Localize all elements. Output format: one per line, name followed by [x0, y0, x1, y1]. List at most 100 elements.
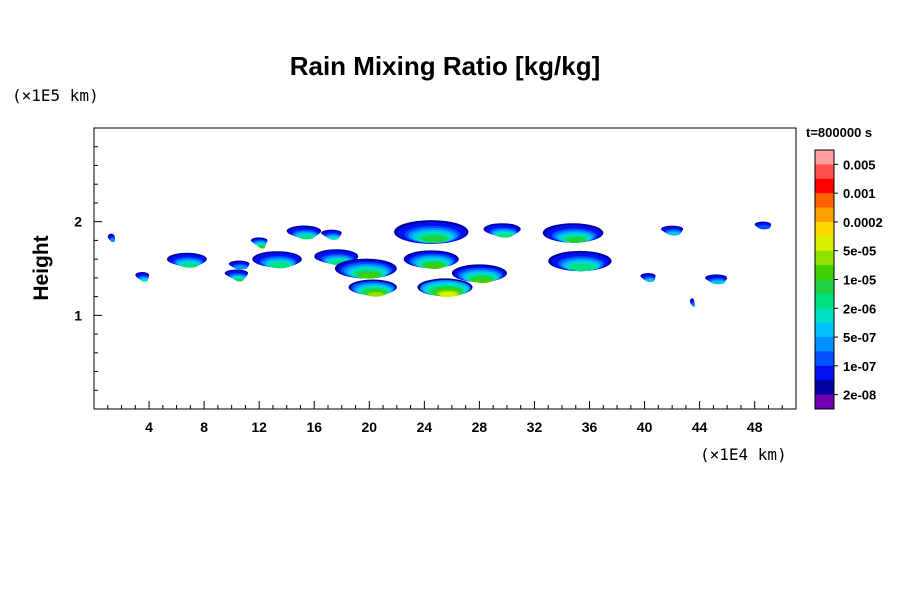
rain-cell-layer — [692, 302, 696, 307]
x-tick-label: 4 — [145, 419, 153, 435]
rain-cell — [166, 252, 207, 268]
colorbar-swatch — [815, 221, 834, 237]
plot-area: 4 8 12 16 20 24 28 32 36 40 44 48 12 — [74, 127, 797, 435]
colorbar-swatch — [815, 250, 834, 266]
rain-cell — [640, 272, 656, 283]
colorbar-label: 2e-08 — [843, 388, 876, 403]
x-tick-label: 32 — [527, 419, 543, 435]
rain-cell — [135, 272, 150, 282]
rain-cell — [417, 278, 473, 298]
rain-cell-layer — [110, 238, 116, 243]
x-axis-unit: (×1E4 km) — [700, 445, 787, 464]
rain-cell — [690, 298, 696, 307]
colorbar-swatch — [815, 394, 834, 410]
rain-cell — [334, 258, 397, 279]
colorbar-swatch — [815, 164, 834, 180]
chart-title: Rain Mixing Ratio [kg/kg] — [290, 51, 601, 81]
colorbar-swatch — [815, 380, 834, 395]
colorbar-swatch — [815, 193, 834, 208]
colorbar-label: 0.0002 — [843, 215, 883, 230]
colorbar-label: 5e-05 — [843, 244, 876, 259]
x-tick-label: 28 — [472, 419, 488, 435]
rain-cell — [321, 229, 342, 240]
rain-cell-layer — [234, 265, 248, 270]
colorbar-label: 2e-06 — [843, 301, 876, 316]
colorbar-swatch — [815, 178, 834, 194]
rain-cell — [661, 225, 684, 236]
rain-cell-layer — [181, 263, 198, 268]
rain-cell-layer — [566, 237, 586, 244]
x-tick-label: 48 — [747, 419, 763, 435]
rain-cell — [348, 279, 397, 297]
rain-cell-layer — [235, 279, 244, 282]
colorbar-swatch — [815, 265, 834, 280]
rain-cell — [451, 264, 507, 284]
rain-cell — [542, 223, 604, 244]
rain-cell-layer — [569, 263, 596, 272]
x-tick-label: 44 — [692, 419, 708, 435]
x-axis-ticks: 4 8 12 16 20 24 28 32 36 40 44 48 — [107, 401, 783, 435]
rain-cells — [107, 220, 772, 307]
x-tick-label: 40 — [637, 419, 653, 435]
x-tick-label: 8 — [200, 419, 208, 435]
colorbar-swatch — [815, 365, 834, 381]
x-tick-label: 36 — [582, 419, 598, 435]
colorbar: 0.005 0.001 0.0002 5e-05 1e-05 2e-06 5e-07 1e-0… — [814, 149, 883, 410]
rain-cell — [705, 274, 728, 285]
colorbar-label: 5e-07 — [843, 330, 876, 345]
rain-cell — [754, 221, 772, 230]
rain-cell — [548, 250, 612, 272]
rain-cell-layer — [667, 231, 681, 236]
rain-cell — [224, 269, 249, 282]
rain-cell-layer — [141, 279, 148, 282]
colorbar-swatches — [814, 149, 835, 410]
y-axis-label: Height — [30, 235, 53, 300]
rain-cell-layer — [328, 236, 339, 240]
rain-cell — [286, 225, 322, 240]
y-tick-label: 2 — [74, 214, 82, 230]
x-tick-label: 12 — [251, 419, 267, 435]
colorbar-label: 0.001 — [843, 186, 876, 201]
rain-cell — [394, 220, 469, 244]
rain-cell — [483, 223, 521, 238]
colorbar-label: 1e-05 — [843, 273, 876, 288]
rain-cell-layer — [368, 292, 384, 297]
rain-cell-layer — [497, 233, 513, 238]
rain-cell-layer — [758, 224, 771, 230]
plot-frame — [93, 127, 797, 410]
y-axis-unit: (×1E5 km) — [12, 86, 99, 105]
colorbar-swatch — [815, 279, 834, 295]
rain-cell-layer — [259, 246, 266, 249]
rain-cell-layer — [425, 263, 444, 269]
rain-cell — [250, 237, 268, 249]
colorbar-swatch — [815, 150, 834, 165]
rain-cell-layer — [299, 235, 314, 240]
y-tick-label: 1 — [74, 307, 82, 323]
rain-cell-layer — [439, 291, 458, 298]
rain-cell — [228, 260, 250, 270]
rain-cell — [403, 250, 459, 269]
rain-cell-layer — [711, 280, 725, 285]
colorbar-labels: 0.005 0.001 0.0002 5e-05 1e-05 2e-06 5e-07 1e-0… — [834, 157, 883, 403]
colorbar-swatch — [815, 337, 834, 352]
colorbar-label: 1e-07 — [843, 359, 876, 374]
rain-cell-layer — [359, 272, 379, 279]
rain-cell-layer — [645, 278, 655, 283]
colorbar-swatch — [815, 236, 834, 252]
x-tick-label: 20 — [362, 419, 378, 435]
rain-cell-layer — [269, 262, 290, 269]
colorbar-label: 0.005 — [843, 157, 876, 172]
colorbar-swatch — [815, 293, 834, 309]
colorbar-swatch — [815, 207, 834, 223]
colorbar-swatch — [815, 308, 834, 323]
rain-cell — [252, 251, 302, 269]
x-tick-label: 16 — [306, 419, 322, 435]
rain-cell — [107, 233, 116, 243]
rain-cell-layer — [473, 277, 492, 284]
y-axis-ticks: 12 — [74, 146, 102, 391]
rain-cell-layer — [422, 235, 447, 243]
time-label: t=800000 s — [806, 125, 872, 140]
colorbar-swatch — [815, 351, 834, 367]
